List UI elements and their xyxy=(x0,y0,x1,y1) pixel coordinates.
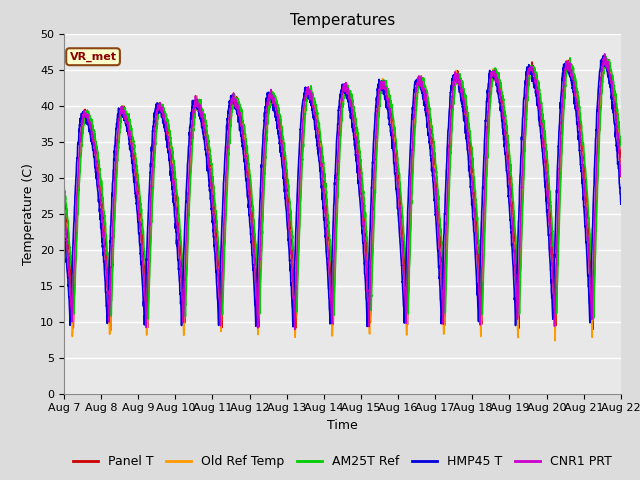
CNR1 PRT xyxy=(124,121,131,127)
Line: HMP45 T: HMP45 T xyxy=(64,56,621,327)
CNR1 PRT xyxy=(157,105,164,111)
HMP45 T xyxy=(546,260,554,265)
CNR1 PRT xyxy=(298,134,306,140)
Old Ref Temp xyxy=(157,103,164,109)
Panel T xyxy=(60,192,68,198)
AM25T Ref xyxy=(606,65,614,71)
Panel T xyxy=(124,117,132,122)
HMP45 T xyxy=(274,124,282,130)
CNR1 PRT xyxy=(606,75,614,81)
HMP45 T xyxy=(124,125,131,131)
CNR1 PRT xyxy=(601,51,609,57)
HMP45 T xyxy=(606,83,614,89)
AM25T Ref xyxy=(145,316,152,322)
AM25T Ref xyxy=(617,142,625,148)
Old Ref Temp xyxy=(617,174,625,180)
AM25T Ref xyxy=(546,191,554,197)
Old Ref Temp xyxy=(60,209,68,215)
CNR1 PRT xyxy=(60,203,68,208)
AM25T Ref xyxy=(602,54,610,60)
Line: Old Ref Temp: Old Ref Temp xyxy=(64,58,621,341)
Old Ref Temp xyxy=(546,226,554,231)
HMP45 T xyxy=(60,224,68,230)
AM25T Ref xyxy=(157,104,164,109)
Panel T xyxy=(606,66,614,72)
CNR1 PRT xyxy=(274,111,282,117)
HMP45 T xyxy=(289,324,297,330)
Old Ref Temp xyxy=(551,338,559,344)
CNR1 PRT xyxy=(617,173,625,179)
Old Ref Temp xyxy=(600,55,608,60)
HMP45 T xyxy=(298,108,306,114)
Old Ref Temp xyxy=(124,120,131,126)
Line: AM25T Ref: AM25T Ref xyxy=(64,57,621,319)
Legend: Panel T, Old Ref Temp, AM25T Ref, HMP45 T, CNR1 PRT: Panel T, Old Ref Temp, AM25T Ref, HMP45 … xyxy=(68,450,616,473)
Panel T xyxy=(617,158,625,164)
AM25T Ref xyxy=(274,102,282,108)
Panel T xyxy=(274,112,282,118)
AM25T Ref xyxy=(298,168,306,173)
Text: VR_met: VR_met xyxy=(70,51,116,62)
Panel T xyxy=(546,210,554,216)
Panel T xyxy=(157,103,164,108)
HMP45 T xyxy=(600,53,607,59)
AM25T Ref xyxy=(124,113,131,119)
Old Ref Temp xyxy=(606,72,614,77)
CNR1 PRT xyxy=(546,226,554,231)
Old Ref Temp xyxy=(298,144,305,150)
Panel T xyxy=(602,54,609,60)
Old Ref Temp xyxy=(274,111,282,117)
HMP45 T xyxy=(157,107,164,112)
Panel T xyxy=(107,328,115,334)
Title: Temperatures: Temperatures xyxy=(290,13,395,28)
AM25T Ref xyxy=(60,184,68,190)
Panel T xyxy=(298,159,306,165)
CNR1 PRT xyxy=(291,326,299,332)
Y-axis label: Temperature (C): Temperature (C) xyxy=(22,163,35,264)
X-axis label: Time: Time xyxy=(327,419,358,432)
Line: CNR1 PRT: CNR1 PRT xyxy=(64,54,621,329)
HMP45 T xyxy=(617,201,625,207)
Line: Panel T: Panel T xyxy=(64,57,621,331)
